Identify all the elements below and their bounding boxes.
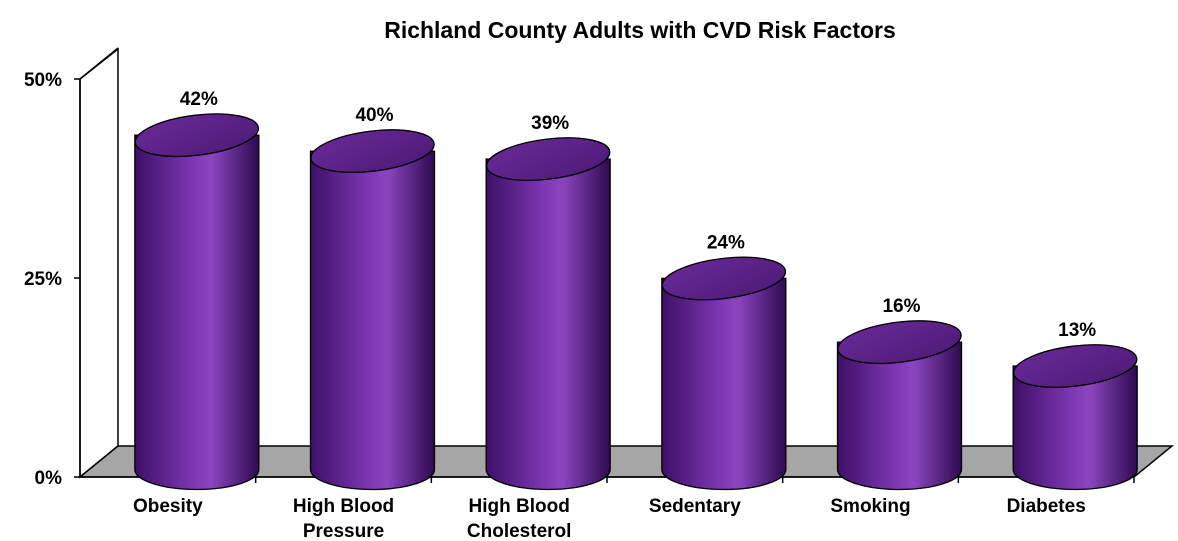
bar-top xyxy=(1012,344,1138,388)
bar-top xyxy=(837,320,962,365)
data-label: 13% xyxy=(1058,320,1096,341)
category-label: High Blood Pressure xyxy=(293,496,394,541)
category-label: High Blood Cholesterol xyxy=(467,496,572,541)
bar-body xyxy=(1012,365,1138,491)
bar-top xyxy=(661,256,787,301)
bar xyxy=(1012,344,1138,491)
y-axis-depth-line xyxy=(79,47,119,80)
bar xyxy=(134,113,260,491)
bar-body xyxy=(661,277,787,491)
bars-group xyxy=(134,113,1138,491)
data-labels-group: 42% 40% 39% 24% 16% 13% xyxy=(180,89,1096,341)
data-label: 39% xyxy=(531,113,569,134)
bar xyxy=(661,256,787,491)
category-label: Diabetes xyxy=(1007,496,1086,517)
y-tick-label: 25% xyxy=(24,269,62,290)
bar-body xyxy=(836,341,963,491)
bar-body xyxy=(309,150,436,491)
data-label: 42% xyxy=(180,89,218,110)
bar xyxy=(309,129,436,491)
category-label: Smoking xyxy=(830,496,910,517)
data-label: 40% xyxy=(355,105,393,126)
chart-title: Richland County Adults with CVD Risk Fac… xyxy=(384,17,896,43)
y-axis-ticks: 0% 25% 50% xyxy=(24,47,119,489)
bar-body xyxy=(485,158,611,491)
category-label: Sedentary xyxy=(649,496,741,517)
bar xyxy=(836,320,963,491)
bar-top xyxy=(310,129,435,173)
y-tick-label: 0% xyxy=(35,468,63,489)
bar-top xyxy=(485,137,611,181)
side-wall xyxy=(79,47,119,479)
y-tick-label: 50% xyxy=(24,70,62,91)
data-label: 24% xyxy=(707,232,745,253)
category-labels-group: Obesity High Blood Pressure High Blood Chole… xyxy=(133,477,1135,541)
bar-top xyxy=(134,113,260,158)
bar xyxy=(485,137,611,491)
data-label: 16% xyxy=(882,296,920,317)
category-label: Obesity xyxy=(133,496,203,517)
bar-body xyxy=(134,134,260,491)
